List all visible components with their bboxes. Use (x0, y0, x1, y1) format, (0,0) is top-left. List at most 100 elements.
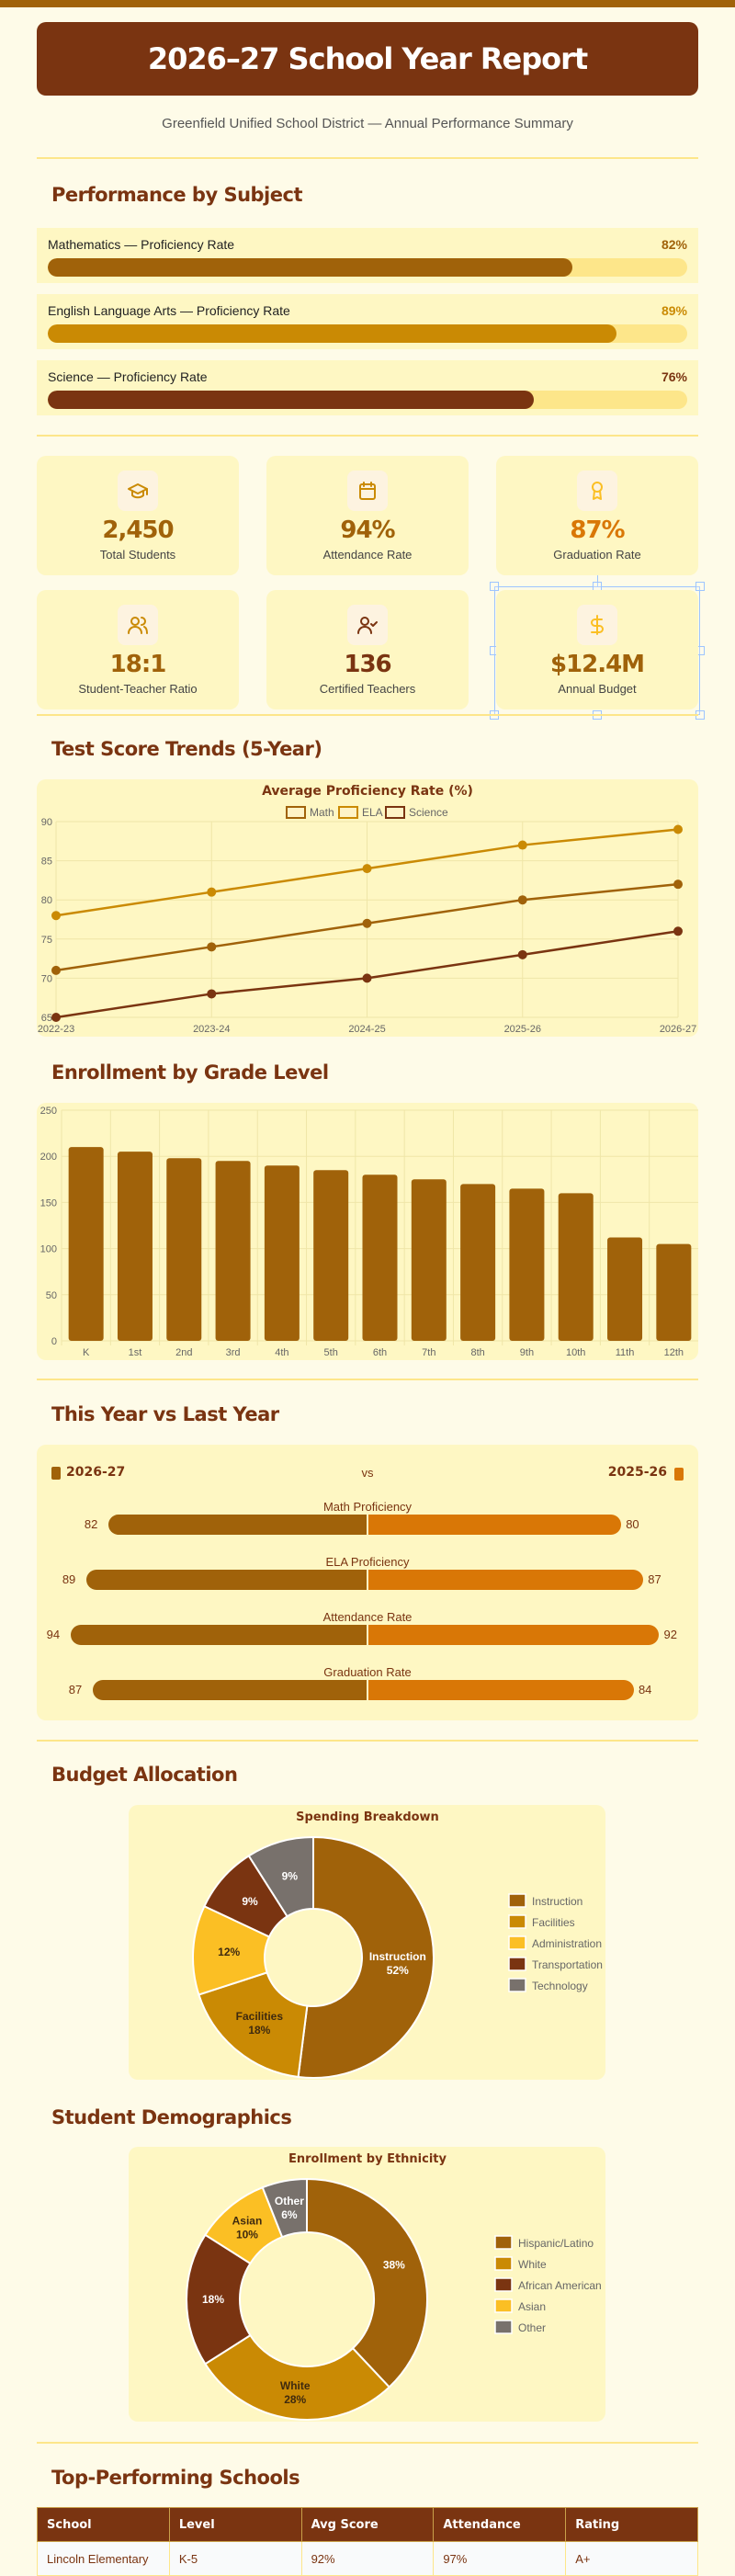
section-heading-performance: Performance by Subject (51, 184, 302, 206)
dollar-icon (577, 605, 617, 645)
divider (37, 714, 698, 716)
demographics-chart-card (129, 2147, 605, 2422)
comparison-bar-current (70, 1625, 367, 1645)
stat-card: 94% Attendance Rate (266, 456, 469, 575)
comparison-value-previous: 87 (648, 1572, 662, 1586)
progress-track (48, 324, 687, 343)
section-heading-trends: Test Score Trends (5-Year) (51, 738, 322, 760)
column-header[interactable]: Level (168, 2507, 302, 2542)
comparison-value-current: 94 (46, 1628, 61, 1641)
comparison-bar-current (85, 1570, 367, 1590)
section-heading-comparison: This Year vs Last Year (51, 1403, 279, 1425)
schools-table: School Level Avg Score Attendance Rating Linc… (37, 2507, 698, 2576)
comparison-metric-label: Graduation Rate (323, 1665, 412, 1679)
bar-chart-card (37, 1103, 698, 1360)
stat-value: 18:1 (109, 651, 167, 678)
resize-handle-nw[interactable] (490, 582, 499, 591)
table-cell: K-5 (168, 2541, 302, 2576)
table-cell: Lincoln Elementary (37, 2541, 170, 2576)
section-heading-demographics: Student Demographics (51, 2106, 292, 2128)
resize-handle-ne[interactable] (695, 582, 705, 591)
stat-label: Student-Teacher Ratio (78, 682, 198, 696)
stat-card: 18:1 Student-Teacher Ratio (37, 590, 239, 709)
section-heading-enrollment: Enrollment by Grade Level (51, 1061, 329, 1084)
table-row[interactable]: Lincoln Elementary K-5 92% 97% A+ (37, 2541, 698, 2576)
budget-chart-card (129, 1805, 605, 2080)
comparison-metric-label: Attendance Rate (322, 1610, 413, 1624)
stat-label: Certified Teachers (319, 682, 416, 696)
progress-value: 89% (661, 303, 687, 318)
table-cell: A+ (565, 2541, 698, 2576)
stat-card: $12.4M Annual Budget (496, 590, 698, 709)
comparison-value-current: 82 (84, 1517, 98, 1531)
column-header[interactable]: Attendance (433, 2507, 567, 2542)
comparison-value-previous: 80 (626, 1517, 639, 1531)
progress-value: 82% (661, 237, 687, 252)
column-header[interactable]: School (37, 2507, 170, 2542)
award-icon (577, 471, 617, 511)
table-cell: 97% (433, 2541, 567, 2576)
stat-label: Attendance Rate (322, 548, 413, 562)
page-title: 2026–27 School Year Report (147, 41, 588, 76)
progress-fill (48, 324, 617, 343)
stat-value: 2,450 (102, 516, 174, 544)
comparison-bar-previous (368, 1570, 644, 1590)
stat-label: Total Students (99, 548, 176, 562)
progress-track (48, 391, 687, 409)
progress-label: Science — Proficiency Rate (48, 369, 208, 384)
progress-label: Mathematics — Proficiency Rate (48, 237, 235, 252)
comparison-value-current: 89 (62, 1572, 76, 1586)
legend-label-previous: 2025-26 (607, 1465, 667, 1480)
stat-card: 87% Graduation Rate (496, 456, 698, 575)
table-cell: 92% (300, 2541, 435, 2576)
progress-value: 76% (661, 369, 687, 384)
report-header: 2026–27 School Year Report (37, 22, 698, 96)
comparison-value-previous: 84 (638, 1683, 652, 1697)
comparison-bar-previous (368, 1515, 622, 1535)
stat-label: Graduation Rate (553, 548, 641, 562)
comparison-metric-label: Math Proficiency (322, 1500, 413, 1514)
column-header[interactable]: Rating (565, 2507, 698, 2542)
legend-swatch-previous (674, 1468, 684, 1481)
legend-label-current: 2026-27 (66, 1465, 126, 1480)
progress-card: Science — Proficiency Rate 76% (37, 360, 698, 415)
stat-value: $12.4M (549, 651, 645, 678)
comparison-bar-current (107, 1515, 367, 1535)
vs-label: vs (361, 1466, 374, 1480)
stat-value: 94% (340, 516, 395, 544)
comparison-metric-label: ELA Proficiency (325, 1555, 410, 1569)
stat-card: 2,450 Total Students (37, 456, 239, 575)
section-heading-budget: Budget Allocation (51, 1764, 238, 1786)
calendar-icon (347, 471, 388, 511)
page-subtitle: Greenfield Unified School District — Ann… (162, 116, 573, 131)
comparison-bar-previous (368, 1625, 660, 1645)
comparison-bar-current (92, 1680, 367, 1700)
stat-label: Annual Budget (558, 682, 637, 696)
divider (37, 1379, 698, 1380)
comparison-bar-previous (368, 1680, 634, 1700)
line-chart-card (37, 779, 698, 1037)
legend-swatch-current (51, 1467, 61, 1480)
stat-value: 136 (344, 651, 391, 678)
comparison-value-previous: 92 (663, 1628, 677, 1641)
user-check-icon (347, 605, 388, 645)
divider (37, 2442, 698, 2444)
divider (37, 435, 698, 437)
top-accent-bar (0, 0, 735, 7)
section-heading-schools: Top-Performing Schools (51, 2467, 300, 2489)
progress-fill (48, 391, 534, 409)
comparison-value-current: 87 (68, 1683, 83, 1697)
schools-table-wrap: School Level Avg Score Attendance Rating Linc… (37, 2507, 698, 2576)
progress-label: English Language Arts — Proficiency Rate (48, 303, 290, 318)
progress-card: English Language Arts — Proficiency Rate… (37, 294, 698, 349)
stat-card: 136 Certified Teachers (266, 590, 469, 709)
divider (37, 1740, 698, 1742)
progress-fill (48, 258, 572, 277)
progress-card: Mathematics — Proficiency Rate 82% (37, 228, 698, 283)
graduation-cap-icon (118, 471, 158, 511)
progress-track (48, 258, 687, 277)
column-header[interactable]: Avg Score (300, 2507, 435, 2542)
divider (37, 157, 698, 159)
users-icon (118, 605, 158, 645)
stat-value: 87% (570, 516, 625, 544)
